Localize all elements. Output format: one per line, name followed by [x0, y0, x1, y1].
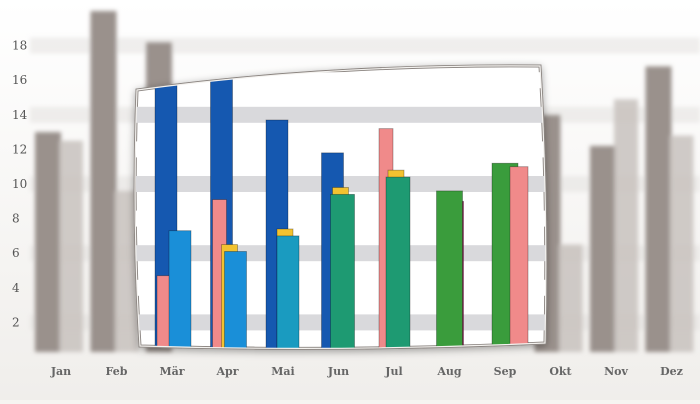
bar [59, 140, 83, 352]
gridline [136, 106, 546, 123]
bar [168, 230, 192, 349]
bar [436, 190, 463, 349]
x-tick-label: Apr [215, 365, 238, 378]
x-tick-label: Mär [159, 365, 184, 378]
x-tick-label: Jan [50, 365, 71, 378]
bar [330, 193, 355, 349]
y-tick-label: 8 [12, 212, 20, 226]
bar [509, 166, 529, 349]
x-tick-label: Mai [271, 365, 294, 378]
bar [558, 244, 583, 352]
bar [385, 176, 411, 349]
x-tick-label: Sep [494, 365, 517, 378]
x-tick-label: Aug [436, 365, 462, 378]
bar [614, 99, 638, 352]
bar [35, 132, 61, 352]
x-axis: Jan Feb Mär Apr Mai Jun Jul Aug Sep Okt Nov Dez [50, 365, 683, 378]
gridline [136, 141, 546, 158]
bar [90, 11, 117, 352]
x-tick-label: Okt [549, 365, 572, 378]
x-tick-label: Feb [106, 365, 128, 378]
zoom-plot [136, 65, 546, 349]
bar [669, 135, 694, 352]
frame-highlight [134, 65, 547, 349]
x-tick-label: Nov [604, 365, 628, 378]
y-tick-label: 4 [12, 281, 20, 295]
bar [645, 66, 672, 353]
x-tick-label: Jul [384, 365, 402, 378]
y-tick-label: 16 [12, 73, 27, 87]
y-tick-label: 12 [12, 142, 27, 156]
y-axis: 2 4 6 8 10 12 14 16 18 [12, 39, 28, 330]
y-tick-label: 6 [12, 246, 20, 260]
x-tick-label: Jun [327, 365, 349, 378]
bar [224, 251, 247, 349]
y-tick-label: 2 [12, 315, 20, 329]
bar [276, 235, 300, 349]
bar [590, 145, 616, 352]
y-tick-label: 14 [12, 108, 28, 122]
y-tick-label: 18 [12, 39, 27, 53]
y-tick-label: 10 [12, 177, 27, 191]
x-tick-label: Dez [660, 365, 683, 378]
